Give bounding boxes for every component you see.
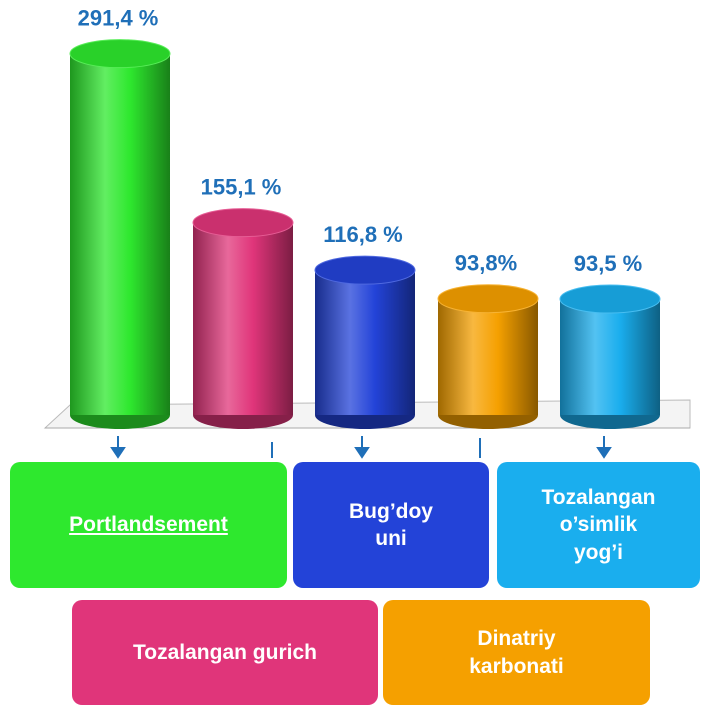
category-box: Portlandsement — [10, 462, 287, 588]
arrows — [110, 436, 612, 459]
value-label: 155,1 % — [201, 175, 282, 200]
value-label: 93,5 % — [574, 251, 643, 276]
value-label: 116,8 % — [323, 222, 403, 247]
category-label: Portlandsement — [69, 513, 228, 537]
bar-top — [69, 39, 171, 69]
bar — [438, 298, 538, 415]
category-label: Dinatriy karbonati — [469, 627, 564, 678]
bar-top — [192, 208, 294, 238]
bar — [560, 299, 660, 415]
category-box: Dinatriy karbonati — [383, 600, 650, 705]
bar — [70, 53, 170, 415]
bar-top — [437, 284, 539, 314]
category-label: Tozalangan o’simlik yog’i — [541, 486, 656, 564]
value-label: 93,8% — [455, 251, 517, 276]
category-label: Tozalangan gurich — [133, 640, 317, 664]
bar-top — [559, 284, 661, 314]
value-label: 291,4 % — [78, 6, 159, 31]
category-label: Bug’doy uni — [349, 499, 433, 550]
category-box: Tozalangan o’simlik yog’i — [497, 462, 700, 588]
bar-top — [314, 255, 416, 285]
bar — [193, 222, 293, 415]
category-box: Bug’doy uni — [293, 462, 489, 588]
bar — [315, 270, 415, 415]
category-box: Tozalangan gurich — [72, 600, 378, 705]
